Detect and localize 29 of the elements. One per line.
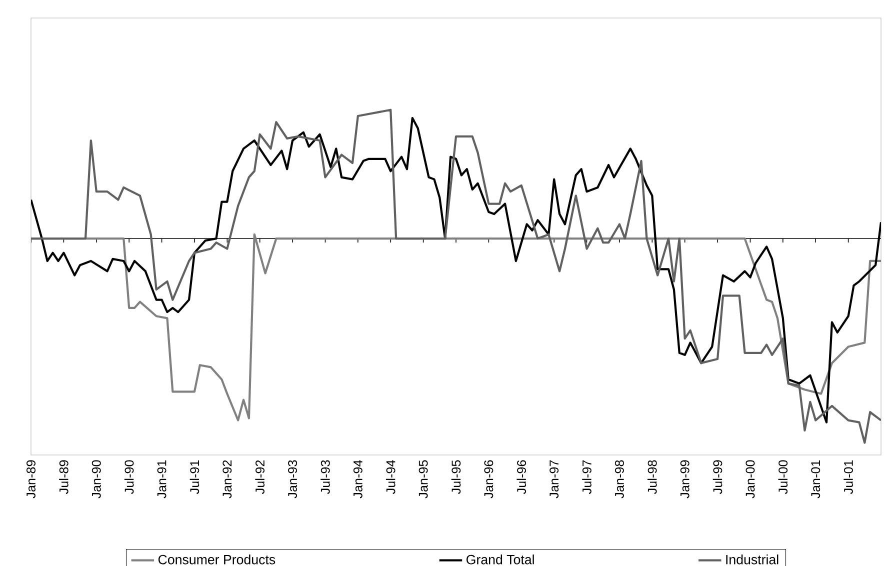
x-tick-label: Jan-96 — [484, 460, 494, 498]
x-tick-label: Jan-98 — [614, 460, 624, 498]
x-tick-label: Jan-91 — [157, 460, 166, 498]
x-tick-label: Jul-93 — [320, 460, 330, 494]
legend-label: Industrial — [726, 554, 778, 564]
x-tick-label: Jul-94 — [386, 460, 396, 494]
x-tick-label: Jan-01 — [811, 460, 820, 498]
x-tick-label: Jul-00 — [778, 460, 788, 494]
x-tick-label: Jan-99 — [680, 460, 690, 498]
x-tick-label: Jul-01 — [844, 460, 853, 494]
x-tick-label: Jan-90 — [92, 460, 101, 498]
x-tick-label: Jan-94 — [353, 460, 362, 498]
x-tick-label: Jul-97 — [582, 460, 592, 494]
x-tick-label: Jul-95 — [451, 460, 461, 494]
legend-label: Consumer Products — [158, 554, 276, 564]
x-tick-label: Jan-00 — [746, 460, 755, 498]
x-tick-label: Jan-95 — [418, 460, 428, 498]
x-tick-label: Jan-93 — [288, 460, 298, 498]
x-tick-label: Jan-92 — [222, 460, 232, 498]
x-tick-label: Jul-99 — [712, 460, 722, 494]
x-tick-label: Jul-90 — [124, 460, 134, 494]
x-tick-label: Jul-98 — [648, 460, 657, 494]
legend-label: Grand Total — [466, 554, 534, 564]
x-tick-label: Jan-97 — [550, 460, 559, 498]
x-tick-label: Jul-96 — [516, 460, 526, 494]
x-tick-label: Jan-89 — [26, 460, 36, 498]
x-tick-label: Jul-92 — [255, 460, 264, 494]
x-tick-label: Jul-91 — [190, 460, 200, 494]
x-tick-label: Jul-89 — [59, 460, 68, 494]
